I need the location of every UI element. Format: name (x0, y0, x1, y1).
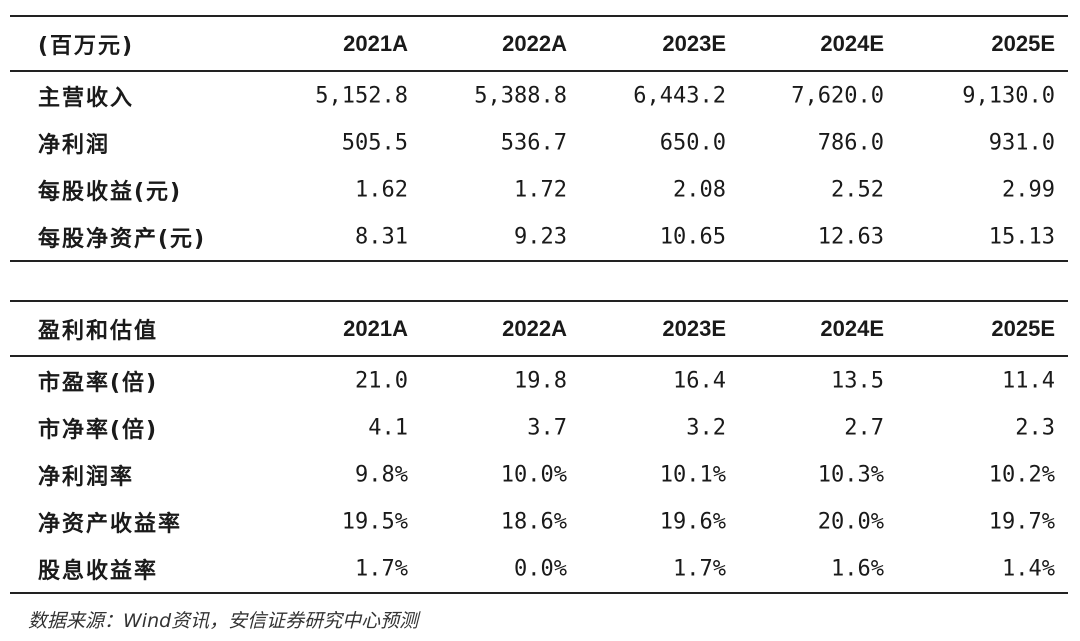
table-cell: 9.23 (514, 224, 567, 249)
table-cell: 8.31 (355, 224, 408, 249)
table-cell: 3.2 (686, 415, 726, 440)
table-cell: 2.7 (844, 415, 884, 440)
table-cell: 536.7 (500, 130, 567, 155)
table-cell: 15.13 (988, 224, 1055, 249)
header-year-2022a: 2022A (502, 30, 567, 56)
financial-summary-table: (百万元) 2021A 2022A 2023E 2024E 2025E 主营收入… (10, 15, 1068, 262)
header-year-2022a: 2022A (502, 315, 567, 341)
table-cell: 2.3 (1015, 415, 1055, 440)
header-unit-label: (百万元) (38, 33, 135, 59)
table-row-pe: 市盈率(倍) 21.0 19.8 16.4 13.5 11.4 (10, 357, 1068, 404)
row-label: 净资产收益率 (38, 511, 183, 537)
table-row-revenue: 主营收入 5,152.8 5,388.8 6,443.2 7,620.0 9,1… (10, 72, 1068, 119)
table-cell: 1.7% (355, 556, 408, 581)
table-cell: 4.1 (368, 415, 408, 440)
table-cell: 2.52 (831, 177, 884, 202)
header-section-label: 盈利和估值 (38, 318, 159, 344)
table-header-row: 盈利和估值 2021A 2022A 2023E 2024E 2025E (10, 300, 1068, 357)
table-cell: 19.6% (659, 509, 726, 534)
table-row-dividend-yield: 股息收益率 1.7% 0.0% 1.7% 1.6% 1.4% (10, 545, 1068, 594)
row-label: 主营收入 (38, 85, 135, 111)
header-year-2025e: 2025E (991, 315, 1055, 341)
table-cell: 505.5 (341, 130, 408, 155)
table-row-net-margin: 净利润率 9.8% 10.0% 10.1% 10.3% 10.2% (10, 451, 1068, 498)
header-year-2024e: 2024E (820, 30, 884, 56)
row-label: 市净率(倍) (38, 417, 159, 443)
table-cell: 11.4 (1002, 368, 1055, 393)
table-cell: 650.0 (659, 130, 726, 155)
table-cell: 786.0 (817, 130, 884, 155)
table-cell: 10.65 (659, 224, 726, 249)
table-cell: 13.5 (831, 368, 884, 393)
header-year-2021a: 2021A (343, 315, 408, 341)
header-year-2021a: 2021A (343, 30, 408, 56)
table-cell: 1.7% (673, 556, 726, 581)
source-note: 数据来源：Wind资讯，安信证券研究中心预测 (28, 610, 419, 632)
table-cell: 18.6% (500, 509, 567, 534)
table-row-net-profit: 净利润 505.5 536.7 650.0 786.0 931.0 (10, 119, 1068, 166)
table-cell: 5,388.8 (474, 83, 567, 108)
table-row-pb: 市净率(倍) 4.1 3.7 3.2 2.7 2.3 (10, 404, 1068, 451)
header-year-2023e: 2023E (662, 30, 726, 56)
table-cell: 10.2% (988, 462, 1055, 487)
table-cell: 1.62 (355, 177, 408, 202)
table-cell: 10.1% (659, 462, 726, 487)
table-row-bvps: 每股净资产(元) 8.31 9.23 10.65 12.63 15.13 (10, 213, 1068, 262)
table-cell: 1.4% (1002, 556, 1055, 581)
table-cell: 19.5% (341, 509, 408, 534)
table-cell: 16.4 (673, 368, 726, 393)
row-label: 净利润 (38, 132, 111, 158)
row-label: 股息收益率 (38, 558, 159, 584)
header-year-2023e: 2023E (662, 315, 726, 341)
row-label: 每股净资产(元) (38, 226, 207, 252)
row-label: 净利润率 (38, 464, 135, 490)
table-cell: 12.63 (817, 224, 884, 249)
table-cell: 21.0 (355, 368, 408, 393)
table-cell: 0.0% (514, 556, 567, 581)
table-cell: 2.08 (673, 177, 726, 202)
table-cell: 1.72 (514, 177, 567, 202)
table-cell: 931.0 (988, 130, 1055, 155)
table-row-eps: 每股收益(元) 1.62 1.72 2.08 2.52 2.99 (10, 166, 1068, 213)
table-cell: 7,620.0 (791, 83, 884, 108)
table-cell: 10.3% (817, 462, 884, 487)
table-cell: 10.0% (500, 462, 567, 487)
table-cell: 2.99 (1002, 177, 1055, 202)
table-header-row: (百万元) 2021A 2022A 2023E 2024E 2025E (10, 15, 1068, 72)
table-cell: 6,443.2 (633, 83, 726, 108)
table-cell: 20.0% (817, 509, 884, 534)
table-cell: 1.6% (831, 556, 884, 581)
row-label: 每股收益(元) (38, 179, 183, 205)
table-cell: 19.8 (514, 368, 567, 393)
table-cell: 9.8% (355, 462, 408, 487)
table-cell: 3.7 (527, 415, 567, 440)
table-cell: 5,152.8 (315, 83, 408, 108)
table-cell: 9,130.0 (962, 83, 1055, 108)
header-year-2024e: 2024E (820, 315, 884, 341)
header-year-2025e: 2025E (991, 30, 1055, 56)
table-cell: 19.7% (988, 509, 1055, 534)
row-label: 市盈率(倍) (38, 370, 159, 396)
valuation-table: 盈利和估值 2021A 2022A 2023E 2024E 2025E 市盈率(… (10, 300, 1068, 594)
table-row-roe: 净资产收益率 19.5% 18.6% 19.6% 20.0% 19.7% (10, 498, 1068, 545)
